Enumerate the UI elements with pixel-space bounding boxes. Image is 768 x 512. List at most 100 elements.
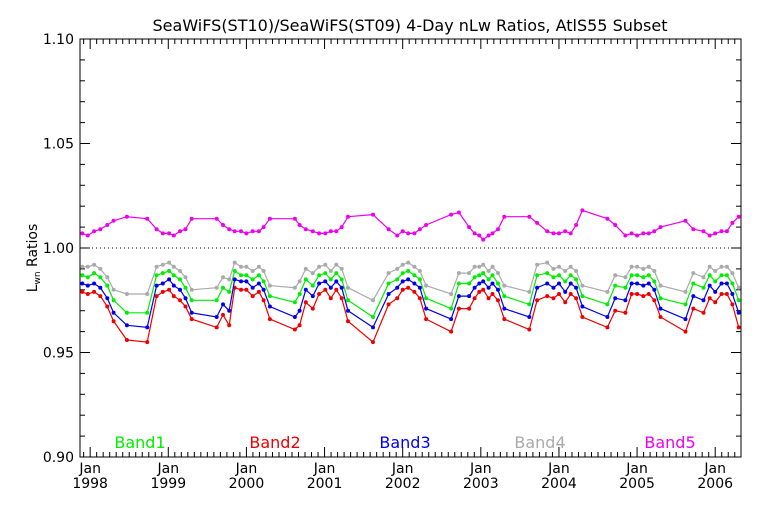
data-point-band5 (719, 229, 724, 234)
data-point-band1 (563, 279, 568, 284)
y-tick-label: 0.90 (43, 450, 74, 466)
data-point-band3 (292, 315, 297, 319)
data-point-band3 (160, 281, 165, 286)
data-point-band2 (80, 289, 85, 294)
data-point-band3 (424, 306, 429, 311)
data-point-band2 (557, 292, 561, 296)
data-point-band1 (183, 285, 188, 290)
data-point-band4 (261, 269, 266, 273)
data-point-band4 (105, 275, 110, 280)
data-point-band2 (317, 292, 322, 296)
data-point-band1 (701, 285, 706, 290)
series-band4 (80, 260, 741, 303)
data-point-band5 (701, 229, 706, 234)
data-point-band3 (477, 281, 482, 286)
x-tick-label-month: Jan (391, 461, 414, 477)
data-point-band2 (417, 296, 422, 301)
data-point-band5 (417, 227, 422, 232)
data-point-band2 (467, 306, 472, 311)
data-point-band3 (574, 285, 579, 290)
data-point-band1 (386, 281, 391, 286)
data-point-band1 (646, 273, 651, 278)
data-point-band5 (652, 229, 657, 234)
data-point-band4 (646, 264, 651, 269)
series-band3 (80, 277, 741, 330)
data-point-band4 (490, 264, 495, 269)
data-point-band5 (317, 231, 322, 236)
data-point-band3 (323, 279, 328, 284)
data-point-band4 (178, 269, 182, 273)
data-point-band1 (683, 302, 688, 307)
data-point-band5 (551, 231, 556, 236)
data-point-band5 (623, 233, 628, 238)
data-point-band3 (629, 281, 634, 286)
data-point-band3 (456, 294, 461, 299)
data-point-band2 (574, 296, 579, 301)
x-tick-label-year: 1998 (72, 476, 108, 492)
data-point-band3 (535, 285, 540, 290)
data-point-band1 (417, 277, 422, 282)
data-point-band5 (496, 227, 500, 232)
series-line-band2 (82, 286, 740, 344)
data-point-band3 (635, 281, 640, 286)
data-point-band2 (424, 317, 429, 322)
data-point-band4 (635, 264, 640, 269)
data-point-band4 (292, 285, 297, 290)
data-point-band3 (641, 283, 646, 288)
plot-area: 0.900.951.001.051.10Jan1998Jan1999Jan200… (43, 32, 742, 492)
data-point-band4 (613, 273, 618, 278)
data-point-band4 (472, 264, 477, 269)
data-point-band1 (227, 289, 232, 294)
data-point-band1 (481, 271, 486, 276)
data-point-band1 (551, 275, 556, 280)
data-point-band5 (683, 218, 688, 223)
data-point-band5 (292, 216, 297, 221)
data-point-band2 (646, 292, 651, 296)
data-point-band3 (261, 287, 266, 292)
x-tick-label-year: 2005 (619, 476, 655, 492)
data-point-band4 (691, 271, 696, 276)
x-tick-label-month: Jan (469, 461, 492, 477)
data-point-band1 (613, 283, 618, 288)
data-point-band4 (551, 266, 556, 271)
y-tick-label: 1.05 (43, 137, 74, 153)
series-line-band5 (82, 209, 740, 241)
data-point-band1 (412, 273, 417, 278)
data-point-band3 (214, 315, 219, 319)
data-point-band1 (641, 275, 646, 280)
data-point-band1 (232, 269, 237, 273)
data-point-band4 (317, 264, 322, 269)
data-point-band3 (145, 325, 150, 330)
data-point-band2 (105, 304, 110, 309)
data-point-band5 (85, 233, 90, 238)
data-point-band4 (189, 287, 194, 292)
data-point-band3 (417, 285, 422, 290)
data-point-band1 (250, 277, 255, 282)
data-point-band1 (167, 269, 172, 273)
data-point-band5 (183, 227, 188, 232)
data-point-band4 (641, 266, 646, 271)
data-point-band3 (371, 325, 375, 330)
data-point-band2 (250, 294, 255, 299)
data-point-band2 (486, 296, 491, 301)
data-point-band2 (406, 285, 411, 290)
data-point-band4 (477, 264, 482, 269)
data-point-band4 (412, 264, 417, 269)
data-point-band2 (496, 298, 500, 303)
data-point-band5 (339, 225, 344, 230)
data-point-band1 (323, 271, 328, 276)
data-point-band3 (227, 308, 232, 313)
data-point-band2 (719, 292, 724, 296)
data-point-band2 (580, 315, 585, 319)
data-point-band4 (652, 269, 657, 273)
data-point-band5 (167, 231, 172, 236)
data-point-band5 (221, 223, 225, 227)
data-point-band2 (535, 298, 540, 303)
data-point-band3 (232, 277, 237, 282)
data-point-band1 (80, 273, 85, 278)
data-point-band3 (527, 315, 532, 319)
data-point-band2 (92, 289, 97, 294)
data-point-band3 (267, 304, 272, 309)
data-point-band2 (449, 329, 454, 334)
data-point-band2 (221, 312, 225, 317)
